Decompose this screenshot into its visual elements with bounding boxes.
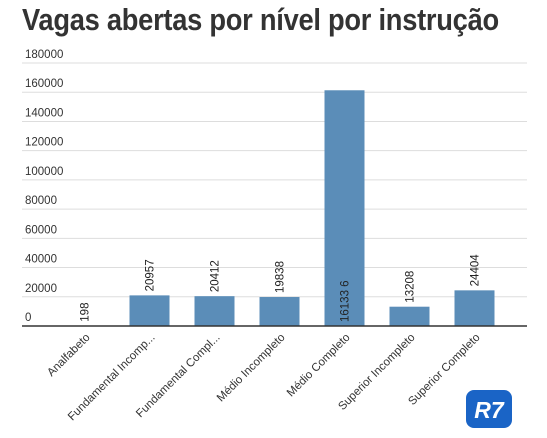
y-tick-label: 140000: [25, 107, 63, 119]
bar: [259, 297, 300, 326]
y-tick-label: 160000: [25, 78, 63, 90]
r7-logo: R7: [466, 390, 512, 428]
bar: [324, 90, 365, 327]
bar: [454, 290, 495, 326]
y-tick-label: 60000: [25, 224, 57, 236]
x-tick-label: Médio Incompleto: [215, 332, 288, 405]
data-label: 13208: [405, 271, 417, 303]
y-tick-label: 180000: [25, 49, 63, 61]
data-label: 24404: [470, 254, 482, 287]
chart-title: Vagas abertas por nível por instrução: [22, 2, 499, 37]
data-label: 20957: [145, 259, 157, 291]
data-label: 20412: [210, 260, 222, 292]
bar: [194, 296, 235, 326]
r7-logo-background: [466, 390, 512, 428]
y-tick-label: 80000: [25, 195, 57, 207]
bar: [389, 306, 430, 326]
y-tick-label: 100000: [25, 166, 63, 178]
bar: [129, 295, 170, 326]
data-label: 16133 6: [340, 280, 352, 322]
y-tick-label: 120000: [25, 137, 63, 149]
data-label: 198: [80, 303, 92, 322]
y-tick-label: 20000: [25, 283, 57, 295]
y-tick-label: 0: [25, 312, 31, 324]
x-tick-label: Médio Completo: [285, 332, 353, 400]
data-label: 19838: [275, 261, 287, 293]
r7-logo-text: R7: [474, 397, 505, 423]
y-tick-label: 40000: [25, 254, 57, 266]
x-tick-label: Analfabeto: [45, 332, 92, 379]
